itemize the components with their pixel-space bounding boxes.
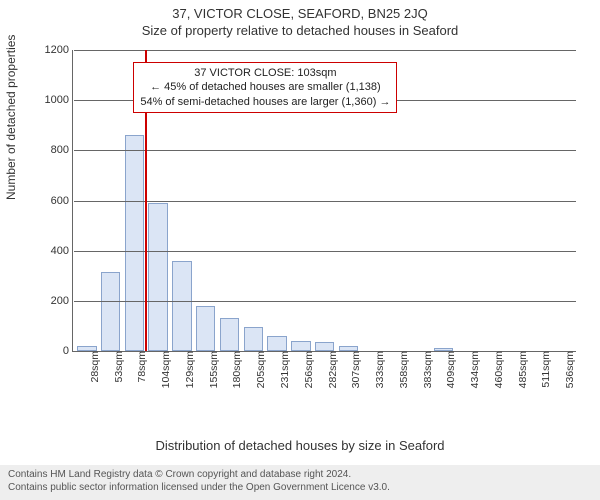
gridline: [74, 150, 576, 151]
y-tick-label: 1000: [45, 94, 73, 106]
footer: Contains HM Land Registry data © Crown c…: [0, 465, 600, 500]
gridline: [74, 251, 576, 252]
x-axis-label: Distribution of detached houses by size …: [0, 438, 600, 453]
y-tick-label: 200: [51, 295, 73, 307]
x-tick-label: 434sqm: [463, 351, 481, 388]
bar: [267, 336, 286, 351]
y-tick-label: 0: [63, 345, 73, 357]
x-tick-label: 231sqm: [273, 351, 291, 388]
bar: [315, 342, 334, 351]
x-tick-label: 28sqm: [83, 351, 101, 383]
bar: [148, 203, 167, 351]
y-tick-label: 800: [51, 144, 73, 156]
footer-line-2: Contains public sector information licen…: [8, 482, 592, 495]
y-tick-label: 1200: [45, 44, 73, 56]
x-tick-label: 333sqm: [368, 351, 386, 388]
gridline: [74, 301, 576, 302]
x-tick-label: 180sqm: [225, 351, 243, 388]
x-tick-label: 129sqm: [178, 351, 196, 388]
page-subtitle: Size of property relative to detached ho…: [0, 21, 600, 38]
x-tick-label: 155sqm: [202, 351, 220, 388]
x-tick-label: 256sqm: [297, 351, 315, 388]
bar: [291, 341, 310, 351]
annotation-line: 54% of semi-detached houses are larger (…: [140, 95, 390, 109]
x-tick-label: 511sqm: [534, 351, 552, 388]
x-tick-label: 205sqm: [249, 351, 267, 388]
bar: [172, 261, 191, 351]
y-tick-label: 600: [51, 195, 73, 207]
x-tick-label: 536sqm: [558, 351, 576, 388]
annotation-line: ← 45% of detached houses are smaller (1,…: [140, 80, 390, 94]
bar: [244, 327, 263, 351]
x-tick-label: 460sqm: [487, 351, 505, 388]
bar: [125, 135, 144, 351]
x-tick-label: 383sqm: [416, 351, 434, 388]
annotation-line: 37 VICTOR CLOSE: 103sqm: [140, 66, 390, 80]
chart-area: 28sqm 53sqm 78sqm 104sqm 129sqm 155sqm 180sqm 2…: [40, 44, 580, 404]
bar: [101, 272, 120, 351]
bar: [220, 318, 239, 351]
x-tick-label: 307sqm: [344, 351, 362, 388]
annotation-box: 37 VICTOR CLOSE: 103sqm← 45% of detached…: [133, 62, 397, 113]
bar: [196, 306, 215, 351]
x-tick-label: 485sqm: [511, 351, 529, 388]
x-tick-label: 104sqm: [154, 351, 172, 388]
gridline: [74, 50, 576, 51]
page-address: 37, VICTOR CLOSE, SEAFORD, BN25 2JQ: [0, 0, 600, 21]
x-tick-label: 282sqm: [321, 351, 339, 388]
gridline: [74, 201, 576, 202]
x-tick-label: 78sqm: [130, 351, 148, 383]
plot-region: 28sqm53sqm78sqm104sqm129sqm155sqm180sqm2…: [72, 50, 576, 352]
footer-line-1: Contains HM Land Registry data © Crown c…: [8, 469, 592, 482]
y-axis-label: Number of detached properties: [4, 35, 18, 200]
x-tick-label: 53sqm: [107, 351, 125, 383]
y-tick-label: 400: [51, 245, 73, 257]
x-tick-label: 409sqm: [439, 351, 457, 388]
x-tick-label: 358sqm: [392, 351, 410, 388]
